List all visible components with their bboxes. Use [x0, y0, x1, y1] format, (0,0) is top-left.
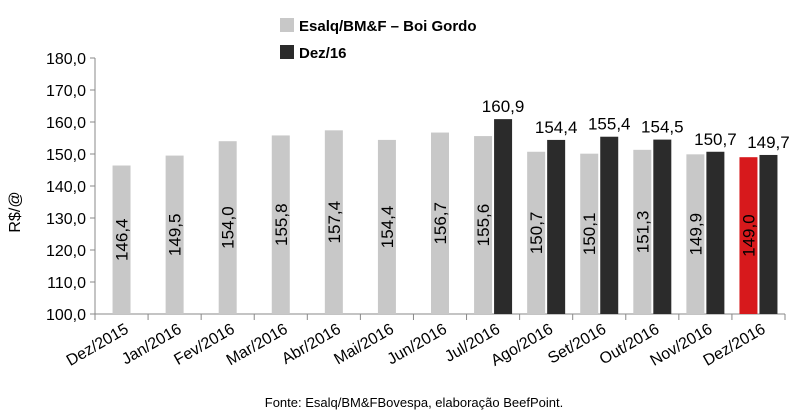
bar-esalq	[739, 157, 758, 314]
data-label-esalq: 155,6	[474, 204, 493, 247]
bar-dez16	[706, 151, 725, 314]
data-label-esalq: 150,7	[527, 212, 546, 255]
data-label-dez16: 154,5	[641, 118, 684, 137]
data-label-esalq: 155,8	[272, 203, 291, 246]
bar-dez16	[547, 139, 566, 314]
data-label-esalq: 154,0	[219, 206, 238, 249]
y-axis-title: R$/@	[7, 191, 24, 232]
data-label-esalq: 149,9	[686, 213, 705, 256]
legend-swatch-esalq	[280, 18, 294, 32]
bar-esalq	[431, 132, 449, 314]
bar-esalq	[271, 135, 290, 314]
y-tick-label: 110,0	[47, 275, 86, 292]
bar-esalq	[377, 139, 396, 314]
legend: Esalq/BM&F – Boi Gordo Dez/16	[280, 18, 477, 62]
bar-dez16	[494, 119, 513, 315]
data-labels-group: 146,4 149,5 154,0 155,8 157,4 154,4 156,7 155,6…	[113, 97, 790, 261]
bar-esalq	[112, 165, 131, 314]
y-tick-label: 170,0	[46, 83, 86, 100]
data-label-esalq: 156,7	[431, 202, 450, 245]
data-label-esalq: 146,4	[113, 218, 132, 261]
data-label-dez16: 154,4	[535, 118, 578, 137]
y-tick-label: 100,0	[46, 307, 86, 324]
y-tick-label: 140,0	[46, 179, 86, 196]
bar-dez16	[600, 136, 619, 314]
data-label-esalq: 149,0	[739, 214, 758, 257]
y-tick-label: 160,0	[46, 115, 86, 132]
x-tick-label: Abr/2016	[279, 321, 344, 368]
bar-esalq	[474, 136, 493, 314]
y-tick-label: 120,0	[46, 243, 86, 260]
bar-esalq	[324, 130, 343, 314]
bar-dez16	[653, 139, 672, 314]
source-note: Fonte: Esalq/BM&FBovespa, elaboração Bee…	[265, 395, 563, 410]
data-label-dez16: 160,9	[482, 97, 525, 116]
x-tick-label: Mai/2016	[331, 321, 397, 369]
legend-label-esalq: Esalq/BM&F – Boi Gordo	[299, 18, 477, 35]
data-label-dez16: 155,4	[588, 115, 631, 134]
legend-swatch-dez16	[280, 45, 294, 59]
bar-dez16	[759, 154, 778, 314]
bar-esalq	[527, 151, 546, 314]
bar-esalq	[633, 149, 652, 314]
x-tick-label: Jun/2016	[384, 321, 450, 369]
data-label-dez16: 149,7	[747, 133, 790, 152]
data-label-dez16: 150,7	[694, 130, 737, 149]
x-tick-label: Dez/2015	[64, 321, 132, 370]
data-label-esalq: 157,4	[325, 201, 344, 244]
y-tick-label: 150,0	[46, 147, 86, 164]
x-tick-label: Mar/2016	[224, 321, 291, 370]
bars-group	[112, 119, 778, 315]
y-tick-label: 130,0	[46, 211, 86, 228]
bar-esalq	[218, 141, 237, 314]
legend-label-dez16: Dez/16	[299, 45, 347, 62]
bar-esalq	[165, 155, 184, 314]
x-axis: Dez/2015Jan/2016Fev/2016Mar/2016Abr/2016…	[64, 313, 786, 370]
y-axis: 100,0 110,0 120,0 130,0 140,0 150,0 160,0 170,0…	[46, 51, 96, 324]
bar-esalq	[580, 153, 599, 314]
data-label-esalq: 150,1	[580, 213, 599, 256]
data-label-esalq: 149,5	[166, 214, 185, 257]
y-tick-label: 180,0	[46, 51, 86, 68]
data-label-esalq: 154,4	[378, 206, 397, 249]
data-label-esalq: 151,3	[633, 211, 652, 254]
bar-esalq	[686, 154, 705, 314]
